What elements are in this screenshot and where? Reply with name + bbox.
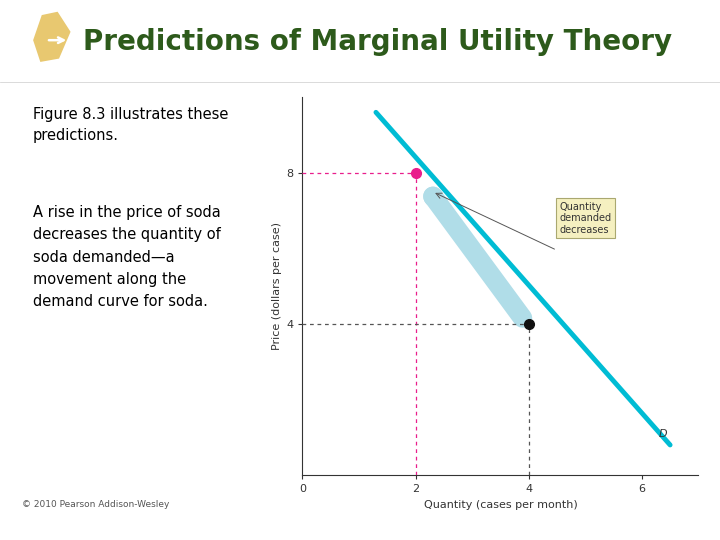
X-axis label: Quantity (cases per month): Quantity (cases per month) [423,500,577,510]
Text: Predictions of Marginal Utility Theory: Predictions of Marginal Utility Theory [83,28,672,56]
Text: © 2010 Pearson Addison-Wesley: © 2010 Pearson Addison-Wesley [22,501,169,509]
Text: Figure 8.3 illustrates these
predictions.: Figure 8.3 illustrates these predictions… [32,107,228,143]
Text: Quantity
demanded
decreases: Quantity demanded decreases [560,201,612,235]
Text: D: D [659,429,667,438]
Y-axis label: Price (dollars per case): Price (dollars per case) [272,222,282,350]
Text: A rise in the price of soda
decreases the quantity of
soda demanded—a
movement a: A rise in the price of soda decreases th… [32,205,220,309]
Polygon shape [33,12,71,62]
